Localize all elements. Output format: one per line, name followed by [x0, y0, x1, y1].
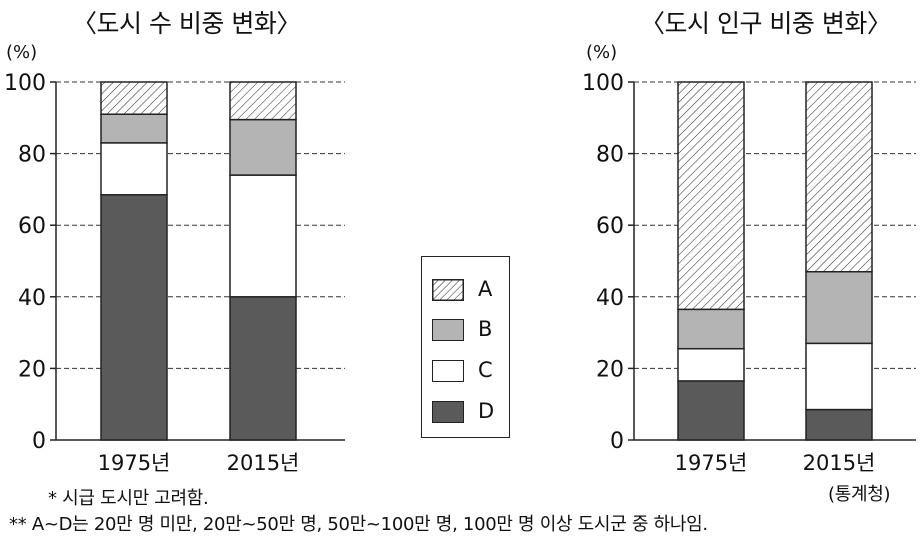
- bar-segment-c: [677, 347, 745, 382]
- legend-label-a: A: [478, 277, 493, 301]
- legend-label-d: D: [478, 399, 495, 423]
- chart-title-city-population: 〈도시 인구 비중 변화〉: [640, 9, 892, 38]
- legend: A B C D: [421, 256, 510, 438]
- bar-segment-d: [100, 194, 168, 441]
- legend-swatch-b: [432, 319, 464, 341]
- bar-segment-b: [805, 270, 873, 345]
- legend-swatch-d: [432, 401, 464, 423]
- city-count-chart: 0 20 40 60 80 100 (%) 1975년 2015년: [4, 42, 345, 475]
- bar-segment-a: [805, 81, 873, 273]
- bar-segment-a: [229, 81, 297, 121]
- bar-segment-c: [805, 342, 873, 411]
- y-tick-label: 80: [18, 143, 46, 168]
- chart-title-city-count: 〈도시 수 비중 변화〉: [72, 9, 301, 38]
- bar-segment-b: [100, 113, 168, 144]
- x-tick-label: 1975년: [675, 451, 748, 475]
- x-tick-label: 2015년: [227, 451, 300, 475]
- bar-segment-c: [100, 142, 168, 196]
- bar-segment-a: [677, 81, 745, 311]
- bar-segment-b: [229, 118, 297, 176]
- y-tick-label: 100: [4, 71, 46, 96]
- source-label: (통계청): [828, 484, 891, 505]
- y-tick-label: 40: [18, 286, 46, 311]
- y-tick-label: 40: [596, 286, 624, 311]
- footnote-group-definition: ** A~D는 20만 명 미만, 20만~50만 명, 50만~100만 명,…: [9, 514, 708, 535]
- y-tick-label: 60: [18, 214, 46, 239]
- y-tick-label: 0: [32, 429, 46, 454]
- footnote-city-scope: * 시급 도시만 고려함.: [48, 488, 209, 509]
- bar-segment-a: [100, 81, 168, 115]
- legend-swatch-a: [432, 279, 464, 301]
- y-axis-label: (%): [6, 42, 37, 63]
- y-tick-label: 0: [610, 429, 624, 454]
- bar-segment-d: [805, 408, 873, 441]
- bar-segment-c: [229, 174, 297, 298]
- bar-segment-d: [677, 380, 745, 441]
- y-tick-label: 80: [596, 143, 624, 168]
- legend-swatch-c: [432, 360, 464, 382]
- y-axis-label: (%): [586, 42, 617, 63]
- bar-segment-b: [677, 308, 745, 350]
- y-tick-label: 60: [596, 214, 624, 239]
- y-tick-label: 20: [18, 357, 46, 382]
- y-tick-label: 20: [596, 357, 624, 382]
- city-population-chart: 0 20 40 60 80 100 (%) 1975년 2015년: [582, 42, 916, 475]
- x-tick-label: 2015년: [803, 451, 876, 475]
- legend-label-b: B: [478, 317, 493, 341]
- y-tick-label: 100: [582, 71, 624, 96]
- x-tick-label: 1975년: [98, 451, 171, 475]
- bar-segment-d: [229, 296, 297, 441]
- legend-label-c: C: [478, 358, 493, 382]
